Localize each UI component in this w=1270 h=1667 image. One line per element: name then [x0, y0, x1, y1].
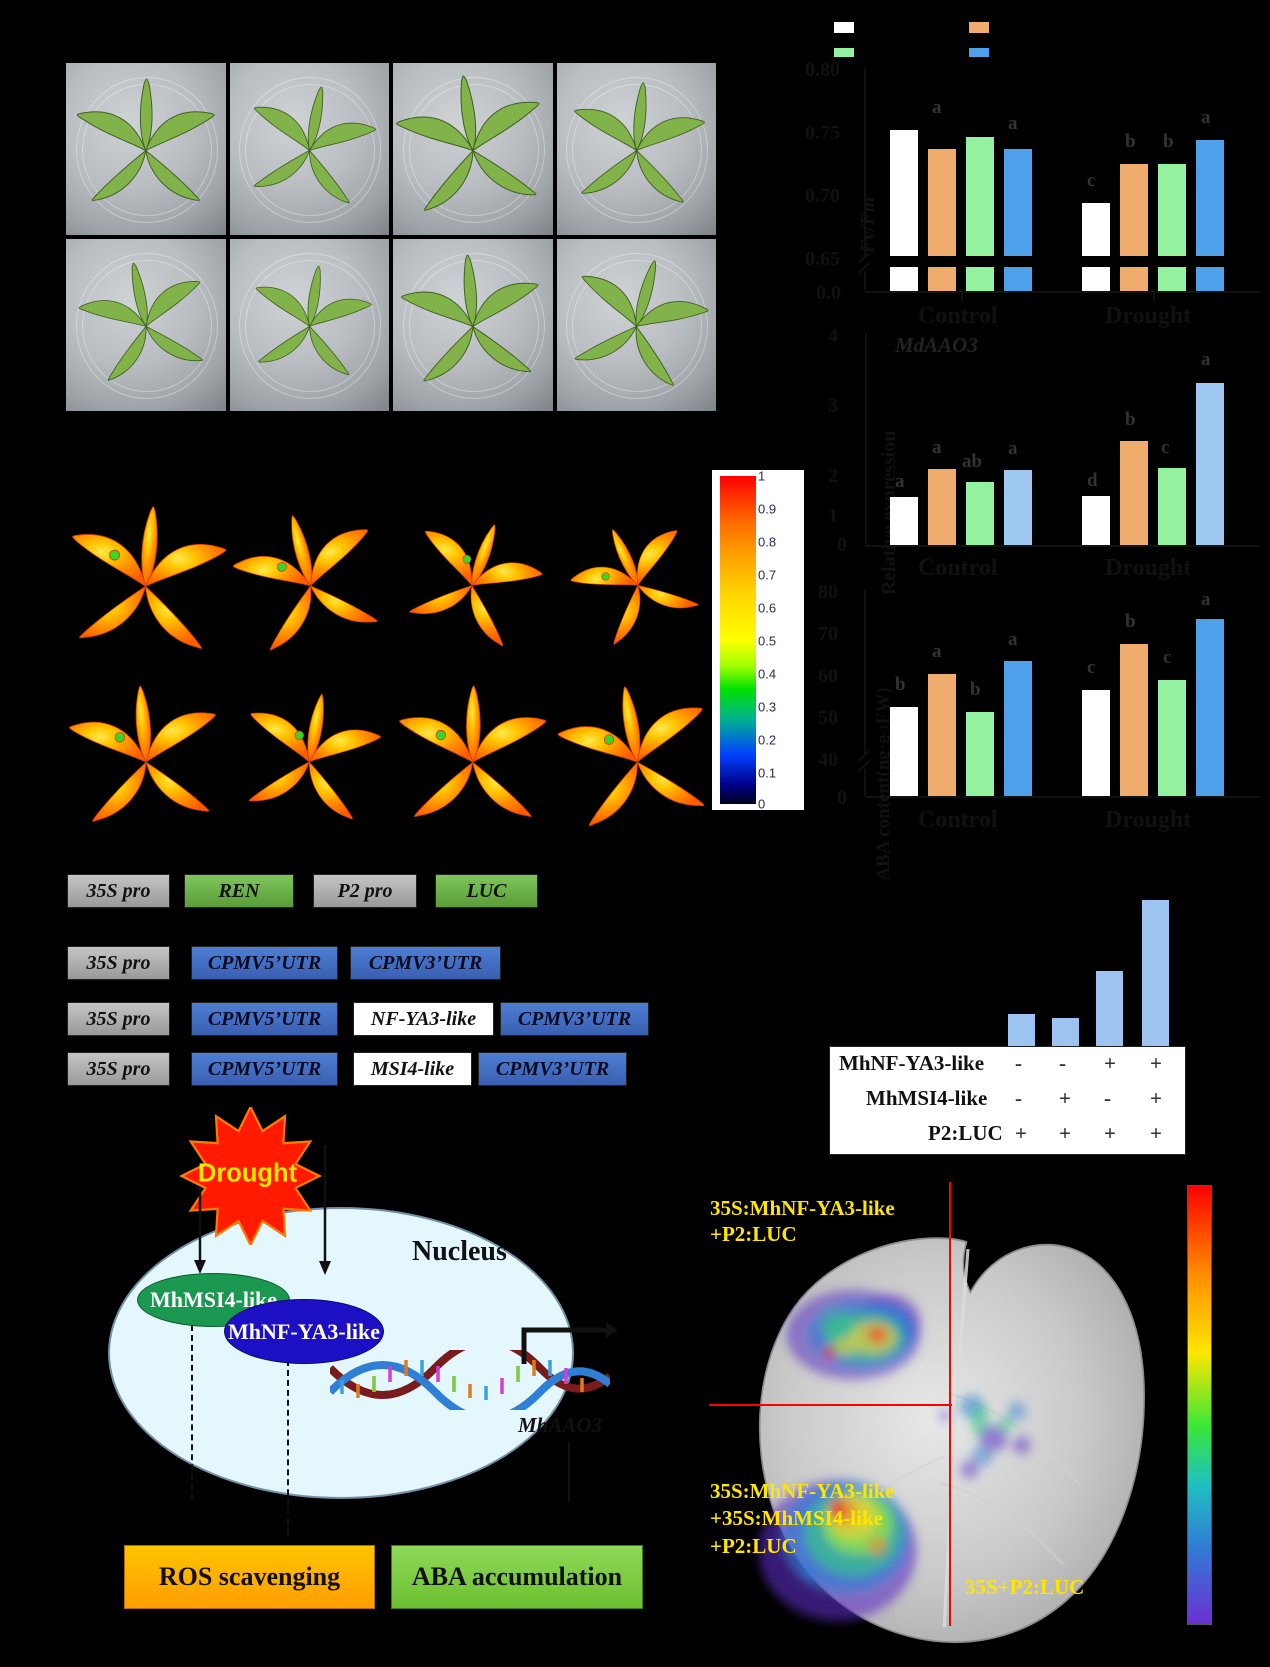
- svg-text:Drought: Drought: [198, 1159, 298, 1187]
